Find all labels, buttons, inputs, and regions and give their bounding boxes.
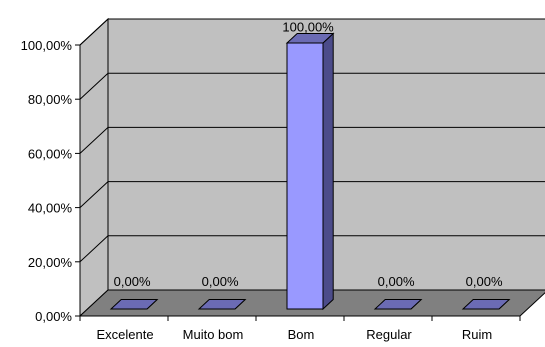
data-label: 0,00% <box>202 274 239 289</box>
labels: 0,00% 20,00% 40,00% 60,00% 80,00% 100,00% 0,00… <box>21 20 503 342</box>
y-tick-label: 80,00% <box>28 92 73 107</box>
y-tick-label: 40,00% <box>28 201 73 216</box>
x-tick-label: Muito bom <box>183 327 244 342</box>
y-tick-label: 20,00% <box>28 255 73 270</box>
x-tick-label: Ruim <box>462 327 492 342</box>
gridline <box>79 181 545 208</box>
gridlines <box>79 18 545 263</box>
x-tick-label: Bom <box>288 327 315 342</box>
y-tick-label: 0,00% <box>35 309 72 324</box>
y-tick-label: 60,00% <box>28 146 73 161</box>
data-label: 0,00% <box>466 274 503 289</box>
side-wall <box>79 17 109 318</box>
gridline <box>79 18 545 46</box>
data-label: 0,00% <box>378 274 415 289</box>
gridline <box>79 72 545 100</box>
bar-bom <box>285 32 335 311</box>
bar-ruim <box>461 299 511 310</box>
axes <box>75 44 521 321</box>
bars <box>109 32 511 311</box>
y-tick-label: 100,00% <box>21 38 73 53</box>
data-label: 0,00% <box>114 274 151 289</box>
bar-regular <box>373 299 423 310</box>
x-tick-label: Regular <box>366 327 412 342</box>
gridline <box>79 235 545 263</box>
x-tick-label: Excelente <box>96 327 153 342</box>
bar-muito-bom <box>197 299 247 310</box>
data-label: 100,00% <box>282 20 334 35</box>
bar-excelente <box>109 299 159 310</box>
gridline <box>79 126 545 154</box>
